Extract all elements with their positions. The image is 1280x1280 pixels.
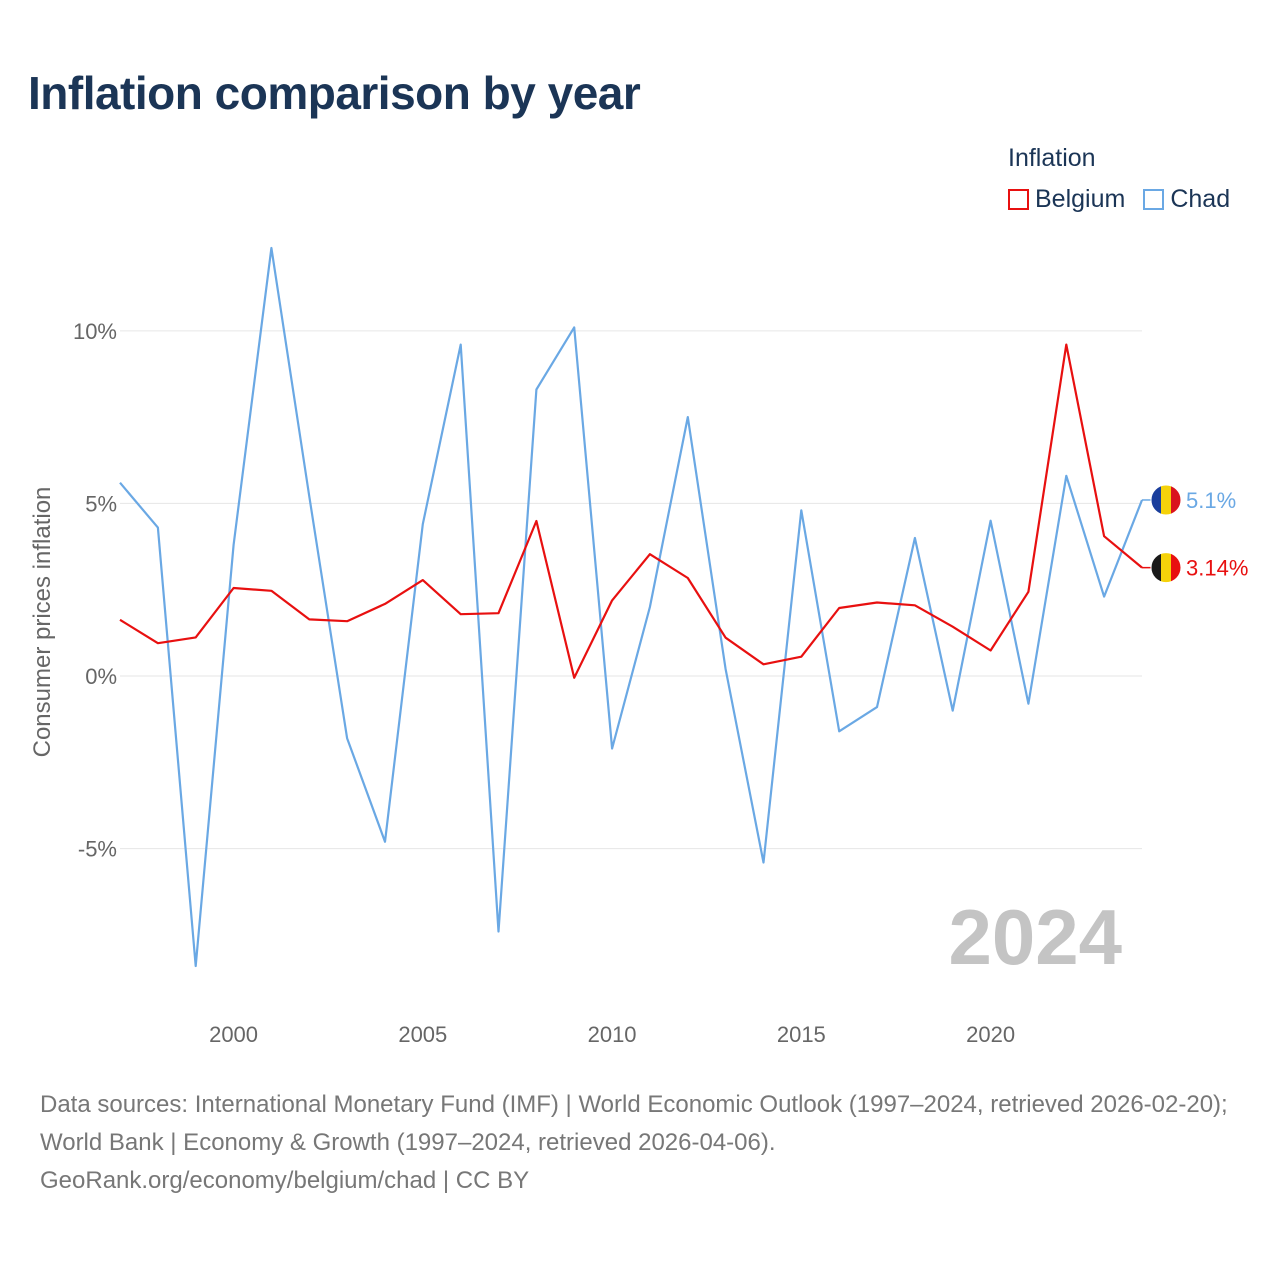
y-axis-label: Consumer prices inflation: [29, 487, 56, 758]
legend-swatch-belgium: [1008, 189, 1029, 210]
flag-stripe: [1161, 552, 1172, 583]
flag-ring: [1150, 552, 1182, 584]
legend-label-belgium: Belgium: [1035, 185, 1126, 213]
legend-item-chad[interactable]: Chad: [1143, 185, 1230, 214]
flag-stripe: [1171, 484, 1181, 515]
y-tick-label: 5%: [85, 491, 117, 516]
end-label-belgium: 3.14%: [1186, 556, 1248, 581]
legend: Inflation Belgium Chad: [1008, 144, 1248, 214]
series-line-chad: [119, 246, 1144, 968]
flag-chad-icon: [1150, 484, 1182, 516]
end-label-chad: 5.1%: [1186, 488, 1236, 513]
source-line: Data sources: International Monetary Fun…: [40, 1091, 1228, 1156]
flag-stripe: [1151, 484, 1162, 515]
legend-title: Inflation: [1008, 144, 1096, 172]
flag-ring: [1150, 484, 1182, 516]
flag-stripe: [1171, 552, 1181, 583]
flag-belgium-icon: [1150, 552, 1182, 584]
flag-stripe: [1151, 552, 1162, 583]
x-tick-label: 2015: [777, 1022, 826, 1047]
chart-title: Inflation comparison by year: [28, 67, 641, 119]
year-watermark: 2024: [948, 893, 1122, 981]
source-credit-link[interactable]: GeoRank.org/economy/belgium/chad | CC BY: [40, 1167, 530, 1194]
legend-item-belgium[interactable]: Belgium: [1008, 185, 1125, 214]
y-tick-label: 0%: [85, 664, 117, 689]
x-tick-label: 2010: [588, 1022, 637, 1047]
y-tick-label: -5%: [78, 837, 117, 862]
legend-label-chad: Chad: [1170, 185, 1231, 213]
series-lines: [119, 246, 1144, 968]
x-axis-ticks: 2000 2005 2010 2015 2020: [209, 1022, 1015, 1047]
data-source-note: Data sources: International Monetary Fun…: [40, 1086, 1250, 1200]
x-tick-label: 2000: [209, 1022, 258, 1047]
flag-stripe: [1161, 484, 1172, 515]
x-tick-label: 2005: [398, 1022, 447, 1047]
y-axis-ticks: -5% 0% 5% 10%: [73, 319, 117, 862]
legend-items: Belgium Chad: [1008, 185, 1248, 214]
series-line-belgium: [119, 343, 1143, 679]
series-end-markers: 3.14% 5.1%: [1142, 484, 1248, 584]
x-tick-label: 2020: [966, 1022, 1015, 1047]
legend-swatch-chad: [1143, 189, 1165, 210]
line-chart: -5% 0% 5% 10% 2000 2005 2010 2015 2020 Consumer…: [29, 246, 1248, 1047]
grid-lines: [120, 330, 1142, 850]
y-tick-label: 10%: [73, 319, 117, 344]
